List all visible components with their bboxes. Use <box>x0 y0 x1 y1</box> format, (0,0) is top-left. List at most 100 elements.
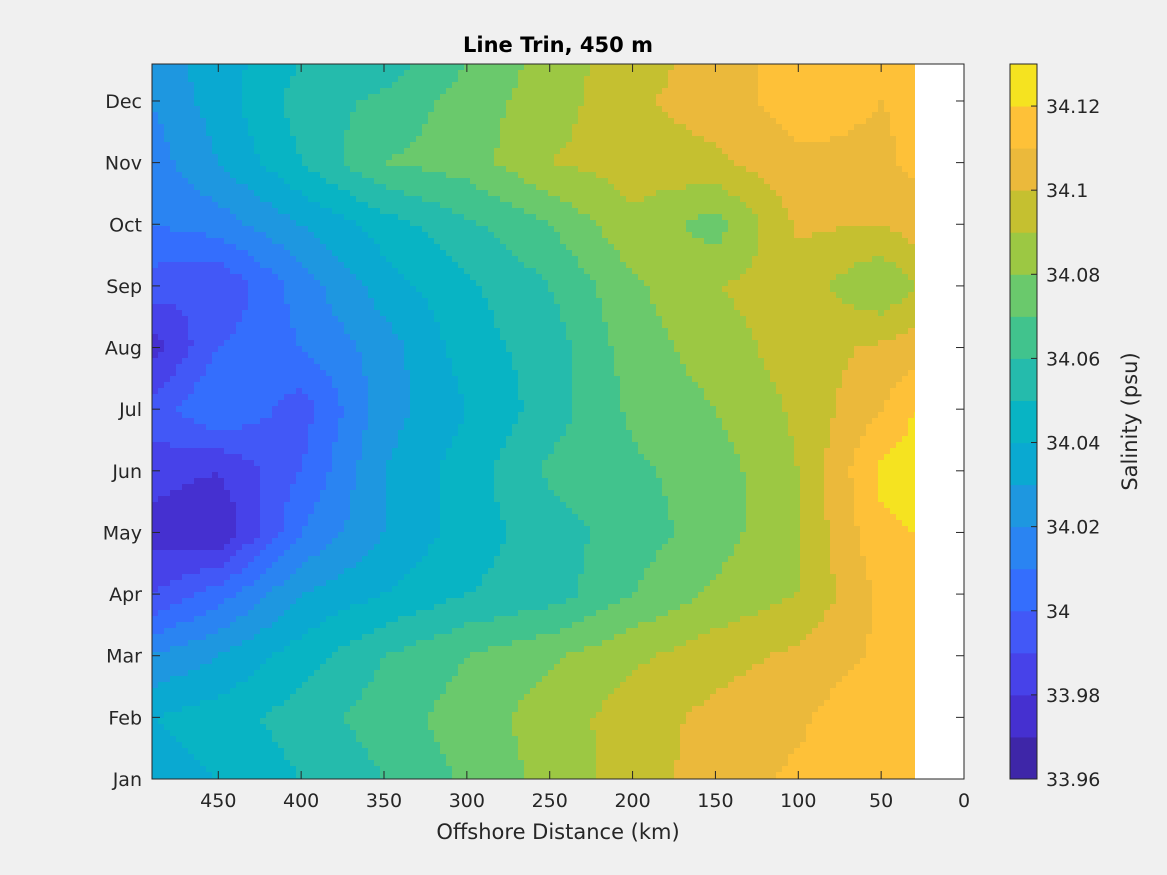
contour-cell <box>482 292 489 299</box>
contour-cell <box>890 262 897 269</box>
contour-cell <box>626 226 633 233</box>
contour-cell <box>818 82 825 89</box>
contour-cell <box>326 190 333 197</box>
contour-cell <box>596 196 603 203</box>
contour-cell <box>506 160 513 167</box>
contour-cell <box>158 160 165 167</box>
contour-cell <box>860 148 867 155</box>
contour-cell <box>758 232 765 239</box>
contour-cell <box>560 100 567 107</box>
contour-cell <box>374 214 381 221</box>
contour-cell <box>566 292 573 299</box>
contour-cell <box>170 82 177 89</box>
contour-cell <box>914 262 915 269</box>
contour-cell <box>512 292 519 299</box>
contour-cell <box>908 94 915 101</box>
contour-cell <box>854 64 861 71</box>
contour-cell <box>626 160 633 167</box>
contour-cell <box>836 292 843 299</box>
contour-cell <box>434 250 441 257</box>
contour-cell <box>800 160 807 167</box>
contour-cell <box>488 88 495 95</box>
contour-cell <box>254 202 261 209</box>
contour-cell <box>380 268 387 275</box>
contour-cell <box>374 130 381 137</box>
contour-cell <box>608 130 615 137</box>
contour-cell <box>410 184 417 191</box>
contour-cell <box>392 148 399 155</box>
contour-cell <box>686 124 693 131</box>
contour-cell <box>728 94 735 101</box>
contour-cell <box>206 106 213 113</box>
contour-cell <box>650 238 657 245</box>
contour-cell <box>224 256 231 263</box>
contour-cell <box>890 88 897 95</box>
contour-cell <box>836 184 843 191</box>
contour-cell <box>836 154 843 161</box>
contour-cell <box>596 184 603 191</box>
contour-cell <box>776 202 783 209</box>
contour-cell <box>650 142 657 149</box>
contour-cell <box>236 70 243 77</box>
contour-cell <box>278 280 285 287</box>
contour-cell <box>416 256 423 263</box>
contour-cell <box>746 82 753 89</box>
contour-cell <box>698 280 705 287</box>
contour-cell <box>338 88 345 95</box>
contour-cell <box>266 118 273 125</box>
contour-cell <box>488 112 495 119</box>
contour-cell <box>524 202 531 209</box>
contour-cell <box>236 112 243 119</box>
contour-cell <box>260 82 267 89</box>
contour-cell <box>530 178 537 185</box>
contour-cell <box>398 64 405 71</box>
contour-cell <box>776 112 783 119</box>
contour-cell <box>614 88 621 95</box>
contour-cell <box>578 244 585 251</box>
contour-cell <box>662 220 669 227</box>
contour-cell <box>602 286 609 293</box>
contour-cell <box>914 238 915 245</box>
contour-cell <box>680 202 687 209</box>
contour-cell <box>860 88 867 95</box>
contour-cell <box>782 256 789 263</box>
contour-cell <box>350 112 357 119</box>
contour-cell <box>404 76 411 83</box>
contour-cell <box>734 88 741 95</box>
contour-cell <box>308 190 315 197</box>
contour-cell <box>194 70 201 77</box>
contour-cell <box>740 208 747 215</box>
contour-cell <box>650 268 657 275</box>
contour-cell <box>440 250 447 257</box>
contour-cell <box>152 214 159 221</box>
contour-cell <box>392 76 399 83</box>
contour-cell <box>476 88 483 95</box>
contour-cell <box>410 178 417 185</box>
contour-cell <box>638 202 645 209</box>
contour-cell <box>536 82 543 89</box>
contour-cell <box>524 268 531 275</box>
contour-cell <box>464 268 471 275</box>
contour-cell <box>530 106 537 113</box>
contour-cell <box>194 100 201 107</box>
contour-cell <box>212 82 219 89</box>
contour-cell <box>794 178 801 185</box>
contour-cell <box>614 274 621 281</box>
contour-cell <box>596 124 603 131</box>
contour-cell <box>752 76 759 83</box>
contour-cell <box>674 250 681 257</box>
contour-cell <box>830 208 837 215</box>
contour-cell <box>272 160 279 167</box>
contour-cell <box>482 160 489 167</box>
contour-cell <box>818 118 825 125</box>
contour-cell <box>572 196 579 203</box>
contour-cell <box>824 172 831 179</box>
contour-cell <box>314 88 321 95</box>
contour-cell <box>350 142 357 149</box>
contour-cell <box>158 286 165 293</box>
contour-cell <box>170 130 177 137</box>
contour-cell <box>668 208 675 215</box>
contour-cell <box>758 76 765 83</box>
contour-cell <box>692 94 699 101</box>
contour-cell <box>602 106 609 113</box>
